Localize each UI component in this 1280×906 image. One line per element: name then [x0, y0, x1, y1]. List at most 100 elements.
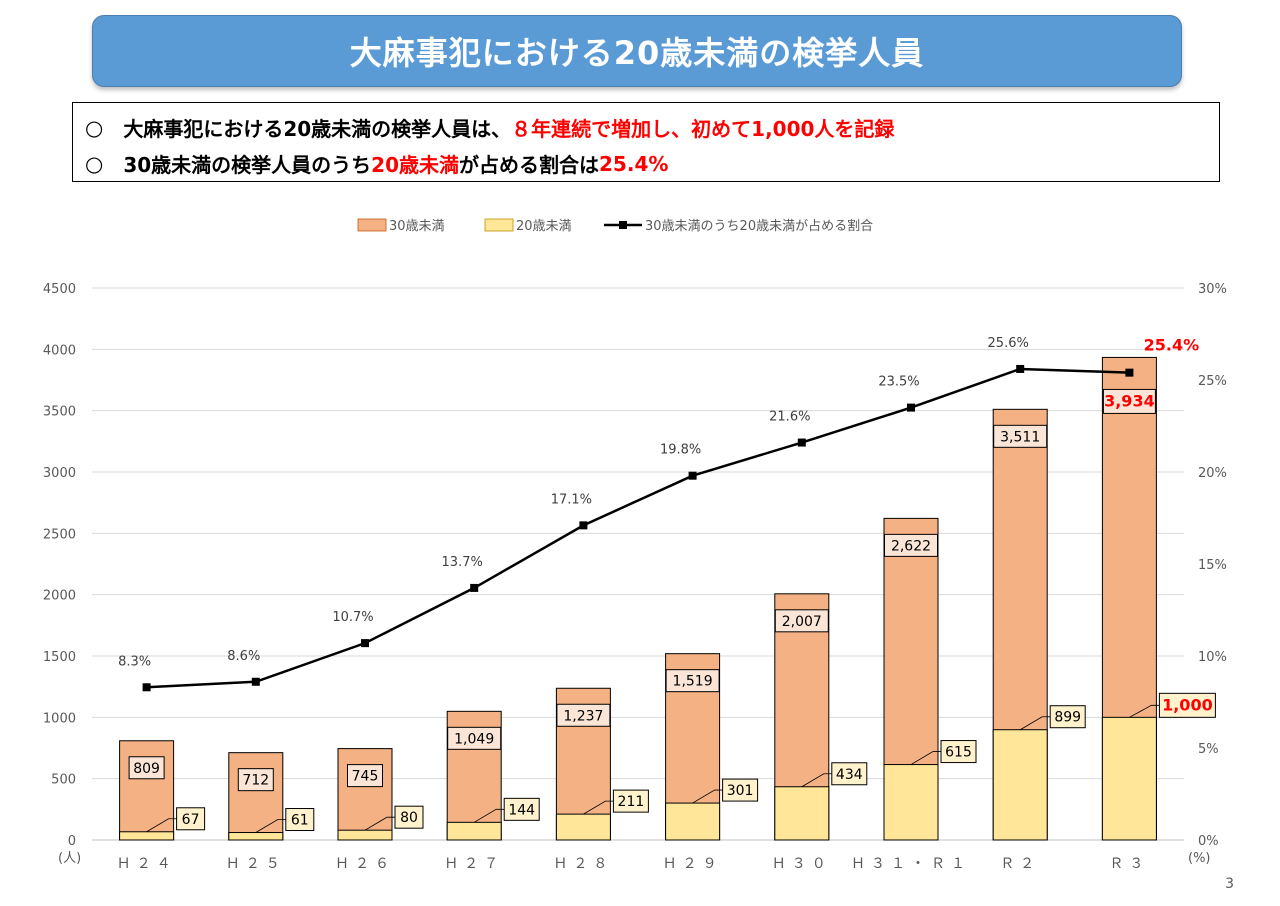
ratio-marker	[579, 521, 588, 530]
ratio-line	[146, 367, 1130, 689]
ratio-label: 19.8%	[660, 443, 701, 458]
summary-line-2-highlight-a: 20歳未満	[371, 153, 460, 177]
value-label-leader-under20	[801, 773, 832, 788]
summary-line-1-text: 大麻事犯における20歳未満の検挙人員は、	[123, 117, 512, 141]
ratio-marker	[251, 677, 260, 686]
value-label-under20: 61	[291, 813, 309, 829]
value-label-box-under30	[884, 533, 938, 557]
bar-under20	[228, 832, 284, 841]
category-label: Ｈ２７	[444, 856, 504, 872]
bar-under20	[992, 729, 1048, 841]
value-label-under30: 1,519	[673, 674, 713, 690]
right-axis-tick-label: 5%	[1198, 742, 1219, 757]
value-label-leader-under20	[692, 789, 723, 804]
value-label-under30: 745	[352, 769, 379, 785]
value-label-box-under30	[1102, 388, 1156, 414]
left-axis-tick-label: 4000	[43, 343, 76, 358]
value-label-box-under20	[1158, 692, 1216, 718]
ratio-marker	[688, 471, 697, 480]
ratio-label: 8.6%	[227, 649, 260, 664]
bar-under30	[228, 752, 284, 841]
value-label-box-under20	[1049, 705, 1086, 729]
bar-under30	[119, 740, 175, 841]
legend-label-under30: 30歳未満	[389, 219, 445, 234]
ratio-label: 23.5%	[878, 375, 919, 390]
left-axis-tick-label: 3000	[43, 466, 76, 481]
ratio-marker	[470, 583, 479, 592]
left-axis-tick-label: 1500	[43, 650, 76, 665]
left-axis-tick-label: 3500	[43, 405, 76, 420]
value-label-under20: 144	[508, 802, 535, 818]
value-label-box-under30	[237, 768, 274, 792]
page-number: 3	[1225, 876, 1234, 892]
page-title: 大麻事犯における20歳未満の検挙人員	[349, 34, 925, 72]
legend-swatch-ratio-marker	[619, 221, 627, 229]
legend-swatch-under30	[357, 218, 387, 232]
value-label-under30: 2,007	[782, 614, 822, 630]
summary-box: ○ 大麻事犯における20歳未満の検挙人員は、 ８年連続で増加し、初めて1,000…	[72, 102, 1220, 182]
right-axis-tick-label: 0%	[1198, 834, 1219, 849]
summary-line-2-highlight-b: 25.4%	[599, 151, 669, 176]
title-banner: 大麻事犯における20歳未満の検挙人員	[92, 15, 1182, 87]
ratio-label: 25.6%	[988, 336, 1029, 351]
bar-under20	[1101, 716, 1157, 841]
ratio-marker	[1016, 364, 1025, 373]
value-label-box-under30	[347, 764, 383, 788]
left-axis-tick-label: 4500	[43, 282, 76, 297]
bullet-circle-icon: ○	[85, 151, 104, 176]
value-label-box-under20	[176, 807, 206, 831]
ratio-marker	[361, 639, 369, 648]
value-label-under20: 301	[727, 783, 754, 799]
value-label-under30: 3,934	[1104, 391, 1155, 410]
value-label-under20: 434	[836, 767, 863, 783]
value-label-box-under30	[993, 424, 1048, 448]
ratio-marker	[797, 438, 806, 447]
ratio-label: 10.7%	[332, 610, 373, 625]
right-axis-tick-label: 25%	[1198, 374, 1227, 389]
right-axis-tick-label: 10%	[1198, 650, 1227, 665]
value-label-box-under30	[128, 756, 165, 780]
category-label: Ｈ３０	[772, 856, 832, 872]
bar-under20	[555, 813, 611, 841]
left-axis-tick-label: 1000	[43, 711, 76, 726]
summary-line-1-highlight: ８年連続で増加し、初めて1,000人を記録	[511, 117, 895, 141]
ratio-marker	[1125, 368, 1134, 377]
bar-under20	[883, 764, 939, 841]
bar-under20	[665, 802, 721, 841]
ratio-label: 21.6%	[769, 410, 810, 425]
value-label-box-under20	[394, 805, 424, 829]
bar-under20	[774, 786, 830, 841]
value-label-under30: 712	[242, 773, 269, 789]
right-axis-tick-label: 20%	[1198, 466, 1227, 481]
value-label-leader-under20	[1129, 704, 1160, 718]
ratio-label: 8.3%	[118, 654, 151, 669]
value-label-under20: 615	[945, 745, 972, 761]
value-label-box-under20	[831, 762, 868, 786]
ratio-label: 17.1%	[551, 492, 592, 507]
summary-line-2: ○ 30歳未満の検挙人員のうち 20歳未満 が占める割合は 25.4%	[85, 149, 668, 178]
bar-under30	[337, 748, 393, 841]
ratio-marker	[907, 403, 915, 412]
category-label: Ｈ２８	[553, 856, 613, 872]
value-label-under20: 1,000	[1162, 695, 1213, 714]
ratio-label: 25.4%	[1144, 336, 1200, 355]
value-label-leader-under20	[910, 751, 941, 765]
value-label-under30: 1,237	[563, 708, 603, 724]
value-label-leader-under20	[146, 818, 177, 833]
ratio-label: 13.7%	[442, 555, 483, 570]
value-label-box-under20	[940, 740, 977, 764]
category-label: Ｈ２４	[117, 856, 177, 872]
category-label: Ｈ２９	[663, 856, 723, 872]
value-label-under20: 67	[182, 812, 200, 828]
legend-swatch-under20	[484, 218, 514, 232]
ratio-marker	[142, 683, 151, 692]
left-axis-tick-label: 0	[68, 834, 76, 849]
value-label-box-under30	[556, 703, 611, 727]
value-label-leader-under20	[255, 819, 286, 833]
category-label: Ｈ２６	[335, 856, 395, 872]
category-label: Ｈ３１・Ｒ１	[851, 856, 971, 872]
summary-line-1: ○ 大麻事犯における20歳未満の検挙人員は、 ８年連続で増加し、初めて1,000…	[85, 113, 894, 142]
value-label-under30: 2,622	[891, 538, 931, 554]
value-label-under30: 1,049	[454, 731, 494, 747]
